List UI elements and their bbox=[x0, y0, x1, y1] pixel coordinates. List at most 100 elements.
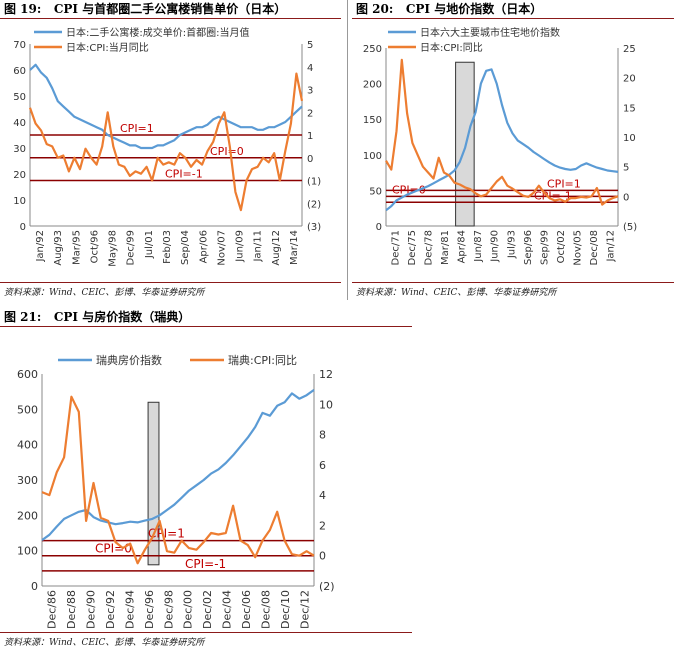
y-left-tick-label: 0 bbox=[376, 222, 382, 233]
series-line bbox=[385, 68, 619, 212]
y-right-tick-label: (1) bbox=[307, 177, 321, 188]
x-tick-label: Jan/11 bbox=[253, 230, 264, 263]
x-tick-label: Oct/96 bbox=[89, 230, 100, 263]
x-tick-label: Aug/93 bbox=[53, 230, 64, 266]
x-tick-label: Mar/95 bbox=[71, 230, 82, 265]
cpi-ref-label: CPI=1 bbox=[148, 527, 185, 541]
chart-panel-20: 图 20: CPI 与地价指数（日本） 0 50 100 150 200 250 (5) 0 5… bbox=[352, 0, 674, 300]
cpi-ref-label: CPI=0 bbox=[210, 145, 244, 158]
x-tick-label: Dec/00 bbox=[182, 590, 195, 629]
x-tick-label: Jan/92 bbox=[35, 230, 46, 263]
x-tick-label: Sep/04 bbox=[180, 230, 191, 265]
legend-label: 日本:二手公寓楼:成交单价:首都圈:当月值 bbox=[66, 26, 249, 39]
x-tick-label: Feb/03 bbox=[162, 230, 173, 264]
x-tick-label: Mar/81 bbox=[440, 230, 451, 265]
y-left-tick-label: 40 bbox=[13, 118, 26, 129]
figure-label: 图 20: bbox=[356, 2, 394, 16]
y-right-tick-label: 1 bbox=[307, 131, 313, 142]
x-tick-label: May/98 bbox=[108, 230, 119, 267]
x-tick-label: Dec/12 bbox=[298, 590, 311, 629]
y-right-tick-label: 20 bbox=[623, 74, 636, 85]
x-tick-label: Jun/09 bbox=[235, 230, 246, 263]
title-rule bbox=[352, 18, 674, 19]
y-left-tick-label: 250 bbox=[363, 44, 382, 55]
y-right-tick-label: 6 bbox=[319, 459, 326, 472]
figure-title: 图 19: CPI 与首都圈二手公寓楼销售单价（日本） bbox=[0, 0, 341, 18]
x-tick-label: Nov/07 bbox=[216, 230, 227, 266]
y-left-tick-label: 20 bbox=[13, 170, 26, 181]
y-left-tick-label: 400 bbox=[17, 439, 38, 452]
y-left-tick-label: 300 bbox=[17, 474, 38, 487]
y-left-tick-label: 500 bbox=[17, 403, 38, 416]
series-line bbox=[385, 58, 619, 206]
legend-label: 日本六大主要城市住宅地价指数 bbox=[420, 26, 560, 39]
y-left-tick-label: 10 bbox=[13, 196, 26, 207]
legend-label: 日本:CPI:当月同比 bbox=[66, 41, 149, 54]
y-right-tick-label: 2 bbox=[319, 519, 326, 532]
x-tick-label: Nov/05 bbox=[573, 230, 584, 266]
legend-label: 瑞典:CPI:同比 bbox=[228, 353, 297, 367]
chart-svg: 0 10 20 30 40 50 60 70 (3) (2) (1) 0 1 2 3 4 5 Jan/92 Aug/… bbox=[13, 26, 321, 267]
footer-rule bbox=[0, 282, 341, 283]
x-tick-label: Dec/92 bbox=[104, 590, 117, 629]
x-tick-label: Jul/93 bbox=[506, 230, 517, 259]
y-right-tick-label: (5) bbox=[623, 222, 637, 233]
y-right-tick-label: 4 bbox=[307, 63, 313, 74]
shaded-period bbox=[147, 401, 160, 566]
cpi-ref-label: CPI=0 bbox=[95, 542, 132, 556]
y-left-tick-label: 0 bbox=[20, 222, 26, 233]
footer-rule bbox=[0, 632, 412, 633]
y-right-tick-label: 2 bbox=[307, 108, 313, 119]
column-divider bbox=[347, 0, 348, 300]
legend-label: 瑞典房价指数 bbox=[96, 353, 162, 367]
source-note: 资料来源：Wind、CEIC、彭博、华泰证券研究所 bbox=[356, 288, 557, 298]
cpi-ref-label: CPI=1 bbox=[120, 122, 154, 135]
cpi-ref-label: CPI=1 bbox=[547, 177, 581, 190]
x-tick-label: Dec/78 bbox=[423, 230, 434, 265]
series-line bbox=[28, 72, 304, 212]
y-left-tick-label: 60 bbox=[13, 66, 26, 77]
y-right-tick-label: 15 bbox=[623, 103, 636, 114]
x-tick-label: Jul/01 bbox=[144, 230, 155, 259]
cpi-ref-label: CPI=-1 bbox=[165, 168, 203, 181]
footer-rule bbox=[352, 282, 674, 283]
cpi-ref-label: CPI=-1 bbox=[185, 557, 226, 571]
x-tick-label: Sep/96 bbox=[523, 230, 534, 265]
x-tick-label: Dec/08 bbox=[259, 590, 272, 629]
y-left-tick-label: 200 bbox=[363, 80, 382, 91]
y-right-tick-label: 0 bbox=[307, 154, 313, 165]
x-tick-label: Dec/02 bbox=[201, 590, 214, 629]
x-tick-label: Dec/96 bbox=[143, 590, 156, 629]
y-left-tick-label: 200 bbox=[17, 509, 38, 522]
x-tick-label: Dec/90 bbox=[85, 590, 98, 629]
figure-caption: CPI 与地价指数（日本） bbox=[405, 2, 543, 16]
y-right-tick-label: 3 bbox=[307, 86, 313, 97]
y-right-tick-label: 10 bbox=[623, 133, 636, 144]
y-left-tick-label: 600 bbox=[17, 368, 38, 381]
x-tick-label: Dec/71 bbox=[390, 230, 401, 265]
cpi-ref-label: CPI=0 bbox=[392, 183, 426, 196]
x-tick-label: Apr/84 bbox=[457, 230, 468, 263]
x-tick-label: Dec/08 bbox=[589, 230, 600, 265]
x-tick-label: Dec/10 bbox=[279, 590, 292, 629]
y-right-tick-label: (2) bbox=[307, 199, 321, 210]
y-left-tick-label: 100 bbox=[17, 545, 38, 558]
x-tick-label: Dec/04 bbox=[221, 590, 234, 629]
chart-svg: 0 100 200 300 400 500 600 (2) 0 2 4 6 8 10 12 Dec/86 Dec… bbox=[17, 353, 335, 629]
source-note: 资料来源：Wind、CEIC、彭博、华泰证券研究所 bbox=[4, 288, 205, 298]
y-right-tick-label: 25 bbox=[623, 44, 636, 55]
figure-caption: CPI 与首都圈二手公寓楼销售单价（日本） bbox=[53, 2, 287, 16]
chart-panel-19: 图 19: CPI 与首都圈二手公寓楼销售单价（日本） 0 10 20 30 40 50 6… bbox=[0, 0, 341, 300]
x-tick-label: Jan/12 bbox=[606, 230, 617, 263]
figure-label: 图 19: bbox=[4, 2, 42, 16]
chart-panel-21: 图 21: CPI 与房价指数（瑞典） 0 100 200 300 400 500 600(… bbox=[0, 308, 412, 650]
x-tick-label: Dec/94 bbox=[123, 590, 136, 629]
x-tick-label: Dec/86 bbox=[46, 590, 59, 629]
y-left-tick-label: 50 bbox=[13, 92, 26, 103]
y-left-tick-label: 0 bbox=[31, 580, 38, 593]
y-left-tick-label: 70 bbox=[13, 40, 26, 51]
y-right-tick-label: 4 bbox=[319, 489, 326, 502]
x-tick-label: Sep/99 bbox=[539, 230, 550, 265]
figure-caption: CPI 与房价指数（瑞典） bbox=[53, 310, 191, 324]
y-right-tick-label: 8 bbox=[319, 429, 326, 442]
